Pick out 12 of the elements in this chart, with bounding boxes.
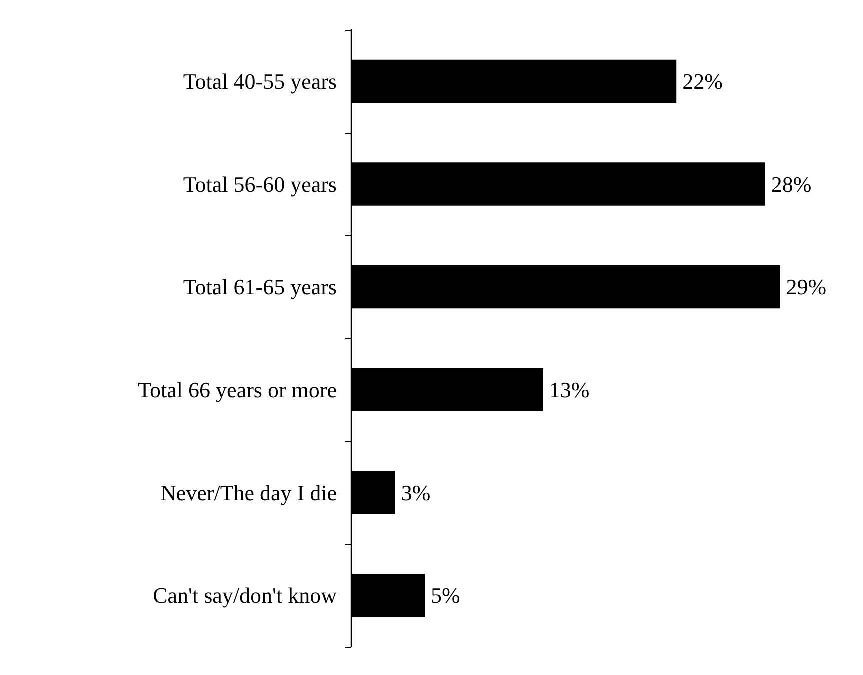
- y-tick-label: Never/The day I die: [160, 480, 337, 506]
- y-tick-label: Total 40-55 years: [183, 68, 337, 94]
- y-tick-label: Total 56-60 years: [183, 172, 337, 197]
- y-tick-label: Total 61-65 years: [183, 274, 337, 300]
- data-label: 5%: [431, 583, 460, 608]
- data-label: 13%: [549, 377, 590, 402]
- y-tick-label: Can't say/don't know: [153, 583, 338, 608]
- data-label: 28%: [771, 172, 812, 197]
- data-label: 3%: [401, 480, 431, 506]
- data-label: 29%: [786, 274, 827, 300]
- y-tick-label: Total 66 years or more: [138, 377, 337, 402]
- data-label: 22%: [682, 68, 723, 94]
